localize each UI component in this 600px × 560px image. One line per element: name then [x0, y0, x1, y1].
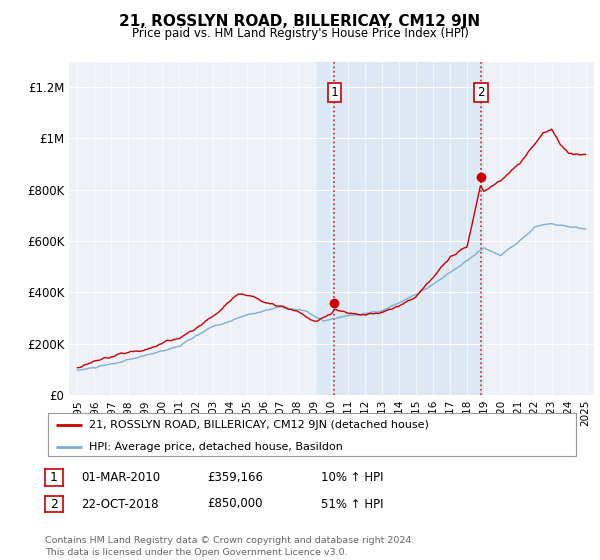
- Text: 21, ROSSLYN ROAD, BILLERICAY, CM12 9JN: 21, ROSSLYN ROAD, BILLERICAY, CM12 9JN: [119, 14, 481, 29]
- Bar: [314, 62, 484, 395]
- Text: Price paid vs. HM Land Registry's House Price Index (HPI): Price paid vs. HM Land Registry's House …: [131, 27, 469, 40]
- Text: 2: 2: [477, 86, 484, 99]
- Text: 01-MAR-2010: 01-MAR-2010: [81, 470, 160, 484]
- Text: 51% ↑ HPI: 51% ↑ HPI: [321, 497, 383, 511]
- Text: £850,000: £850,000: [207, 497, 263, 511]
- Text: Contains HM Land Registry data © Crown copyright and database right 2024.
This d: Contains HM Land Registry data © Crown c…: [45, 536, 415, 557]
- Text: 1: 1: [50, 470, 58, 484]
- Text: 10% ↑ HPI: 10% ↑ HPI: [321, 470, 383, 484]
- Text: £359,166: £359,166: [207, 470, 263, 484]
- Text: 2: 2: [50, 497, 58, 511]
- Text: 1: 1: [331, 86, 338, 99]
- Text: HPI: Average price, detached house, Basildon: HPI: Average price, detached house, Basi…: [89, 442, 343, 452]
- Text: 21, ROSSLYN ROAD, BILLERICAY, CM12 9JN (detached house): 21, ROSSLYN ROAD, BILLERICAY, CM12 9JN (…: [89, 419, 429, 430]
- Text: 22-OCT-2018: 22-OCT-2018: [81, 497, 158, 511]
